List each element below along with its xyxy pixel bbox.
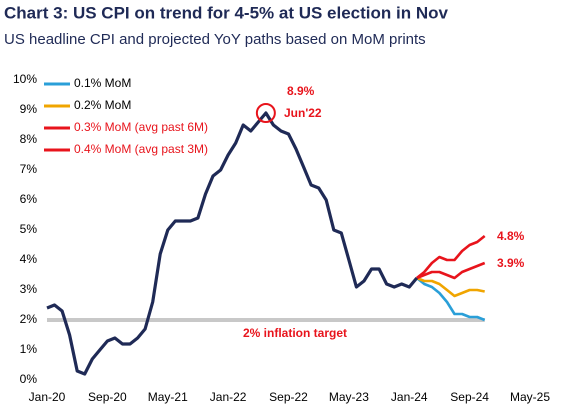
chart-subtitle: US headline CPI and projected YoY paths … (4, 31, 426, 48)
y-tick-label: 4% (20, 252, 38, 266)
y-tick-label: 6% (20, 192, 38, 206)
y-tick-label: 1% (20, 342, 38, 356)
y-tick-label: 2% (20, 312, 38, 326)
annotation: Jun'22 (284, 106, 322, 120)
series-line (416, 276, 485, 298)
y-tick-label: 8% (20, 132, 38, 146)
y-tick-label: 7% (20, 162, 38, 176)
annotation: 4.8% (497, 229, 525, 243)
legend-label: 0.3% MoM (avg past 6M) (74, 120, 208, 134)
x-tick-label: Sep-22 (269, 390, 308, 404)
x-tick-label: Sep-24 (450, 390, 489, 404)
legend-label: 0.2% MoM (74, 98, 131, 112)
y-tick-label: 10% (13, 72, 37, 86)
y-tick-label: 5% (20, 222, 38, 236)
y-tick-label: 3% (20, 282, 38, 296)
x-tick-label: Sep-20 (88, 390, 127, 404)
series-line (46, 111, 419, 376)
series-line (415, 234, 486, 280)
annotation: 8.9% (287, 84, 315, 98)
x-tick-label: May-25 (510, 390, 550, 404)
legend-label: 0.4% MoM (avg past 3M) (74, 142, 208, 156)
chart-title: Chart 3: US CPI on trend for 4-5% at US … (4, 3, 448, 22)
y-tick-label: 9% (20, 102, 38, 116)
series-line (416, 261, 486, 280)
x-tick-label: Jan-20 (29, 390, 66, 404)
peak-marker (255, 103, 276, 123)
x-tick-label: May-21 (148, 390, 188, 404)
x-tick-label: Jan-24 (391, 390, 428, 404)
legend-label: 0.1% MoM (74, 76, 131, 90)
y-tick-label: 0% (20, 372, 38, 386)
x-tick-label: Jan-22 (210, 390, 247, 404)
target-label: 2% inflation target (243, 326, 347, 340)
annotation: 3.9% (497, 256, 525, 270)
series-line (415, 276, 486, 322)
x-tick-label: May-23 (329, 390, 369, 404)
